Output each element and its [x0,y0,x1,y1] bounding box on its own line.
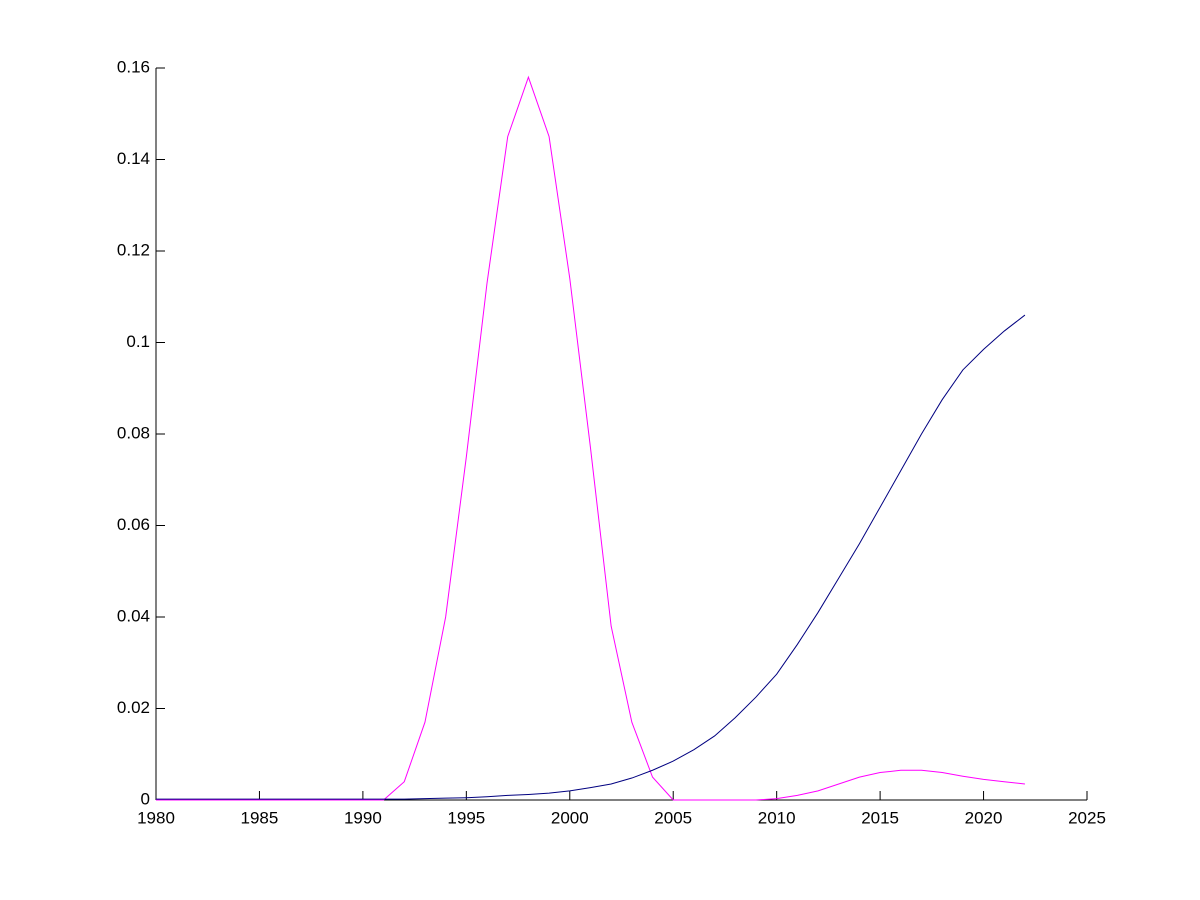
x-tick-label: 2010 [758,808,796,827]
x-tick-label: 1980 [137,808,175,827]
y-tick-label: 0.04 [117,606,150,625]
y-tick-label: 0.06 [117,515,150,534]
y-tick-label: 0.12 [117,240,150,259]
y-tick-label: 0 [141,789,150,808]
y-tick-label: 0.14 [117,149,150,168]
y-tick-label: 0.1 [126,332,150,351]
x-tick-label: 2000 [551,808,589,827]
y-tick-label: 0.08 [117,423,150,442]
x-tick-label: 2020 [965,808,1003,827]
x-tick-label: 2025 [1068,808,1106,827]
x-tick-label: 2015 [861,808,899,827]
line-series [156,75,1025,801]
y-tick-label: 0.16 [117,57,150,76]
y-tick-label: 0.02 [117,698,150,717]
x-tick-label: 1995 [447,808,485,827]
line-series [156,314,1026,800]
x-tick-label: 2005 [654,808,692,827]
x-tick-label: 1985 [241,808,279,827]
x-tick-label: 1990 [344,808,382,827]
